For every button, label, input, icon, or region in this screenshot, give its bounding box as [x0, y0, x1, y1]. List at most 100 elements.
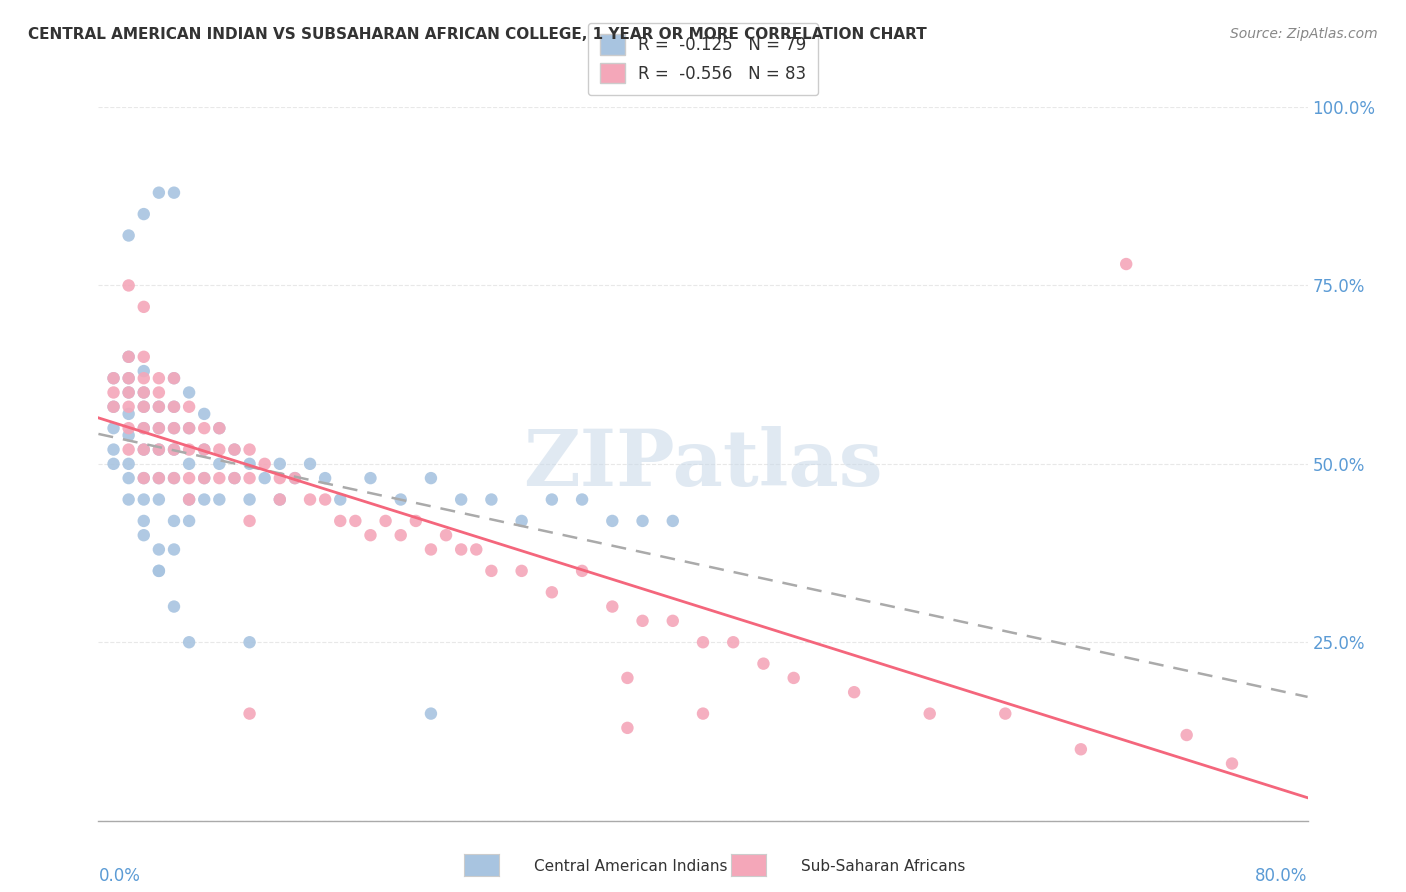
Point [179, 471, 201, 485]
Point [284, 471, 307, 485]
Point [179, 514, 201, 528]
Point [723, 635, 745, 649]
Point [163, 442, 186, 457]
Point [616, 721, 638, 735]
Point [118, 400, 141, 414]
Point [540, 585, 562, 599]
Point [692, 635, 714, 649]
Point [783, 671, 806, 685]
Point [299, 457, 322, 471]
Point [1115, 257, 1137, 271]
Point [118, 350, 141, 364]
Point [239, 442, 262, 457]
Point [132, 385, 155, 400]
Point [208, 492, 231, 507]
Point [602, 599, 624, 614]
Point [239, 471, 262, 485]
Point [360, 528, 382, 542]
Point [314, 492, 336, 507]
Point [208, 471, 231, 485]
Point [179, 442, 201, 457]
Point [103, 371, 125, 385]
Point [284, 471, 307, 485]
Point [269, 492, 291, 507]
Point [239, 514, 262, 528]
Point [118, 492, 141, 507]
Text: 0.0%: 0.0% [98, 867, 141, 885]
Point [132, 421, 155, 435]
Point [103, 442, 125, 457]
Point [163, 514, 186, 528]
Point [163, 599, 186, 614]
Point [224, 471, 246, 485]
Point [481, 564, 503, 578]
Point [434, 528, 457, 542]
Point [269, 492, 291, 507]
Point [450, 542, 472, 557]
Point [103, 385, 125, 400]
Point [148, 564, 170, 578]
Point [193, 471, 215, 485]
Point [631, 614, 654, 628]
Point [179, 457, 201, 471]
Point [465, 542, 488, 557]
Point [103, 421, 125, 435]
Point [148, 186, 170, 200]
Point [148, 542, 170, 557]
Point [179, 385, 201, 400]
Point [132, 300, 155, 314]
Point [329, 514, 352, 528]
Point [994, 706, 1017, 721]
Point [1175, 728, 1198, 742]
Point [132, 421, 155, 435]
Point [179, 492, 201, 507]
Point [118, 421, 141, 435]
Point [148, 471, 170, 485]
Text: Sub-Saharan Africans: Sub-Saharan Africans [801, 859, 966, 874]
Point [193, 492, 215, 507]
Point [239, 457, 262, 471]
Point [132, 400, 155, 414]
Legend: R =  -0.125   N = 79, R =  -0.556   N = 83: R = -0.125 N = 79, R = -0.556 N = 83 [588, 22, 818, 95]
Point [510, 514, 533, 528]
Point [360, 471, 382, 485]
Point [571, 492, 593, 507]
Point [179, 492, 201, 507]
Point [118, 385, 141, 400]
Point [208, 421, 231, 435]
Point [918, 706, 941, 721]
Point [661, 514, 683, 528]
Point [118, 442, 141, 457]
Point [148, 471, 170, 485]
Point [224, 442, 246, 457]
Point [132, 442, 155, 457]
Text: 80.0%: 80.0% [1256, 867, 1308, 885]
Point [118, 228, 141, 243]
Point [148, 400, 170, 414]
Point [602, 514, 624, 528]
Point [118, 471, 141, 485]
Point [571, 564, 593, 578]
Point [148, 421, 170, 435]
Point [148, 442, 170, 457]
Point [132, 400, 155, 414]
Point [224, 442, 246, 457]
Point [193, 407, 215, 421]
Point [118, 278, 141, 293]
Point [163, 471, 186, 485]
Text: ZIPatlas: ZIPatlas [523, 425, 883, 502]
Point [193, 442, 215, 457]
Point [179, 635, 201, 649]
Point [163, 400, 186, 414]
Point [148, 492, 170, 507]
Point [239, 635, 262, 649]
Point [132, 471, 155, 485]
Point [132, 442, 155, 457]
Point [132, 364, 155, 378]
Point [631, 514, 654, 528]
Point [844, 685, 866, 699]
Point [253, 457, 276, 471]
Point [420, 471, 443, 485]
Point [193, 442, 215, 457]
Point [163, 471, 186, 485]
